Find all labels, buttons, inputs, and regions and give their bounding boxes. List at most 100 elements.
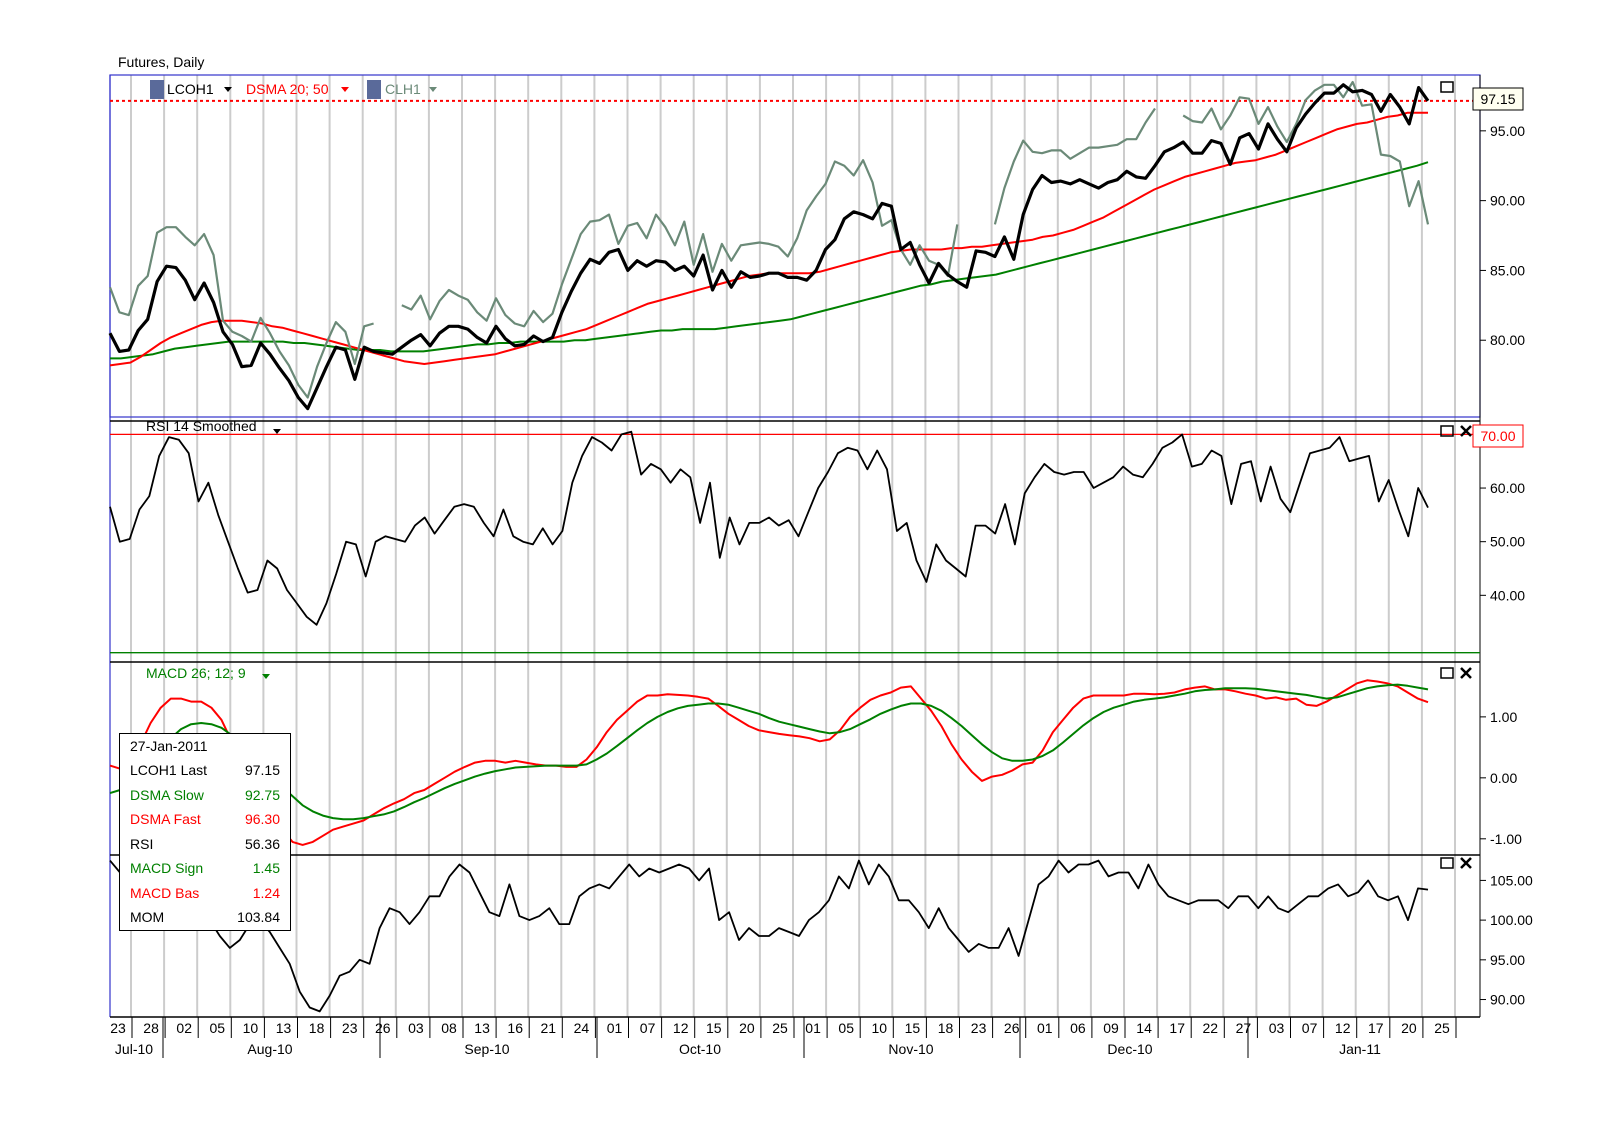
date-tick-label: 23 [110, 1020, 126, 1036]
date-tick-label: 23 [342, 1020, 358, 1036]
date-tick-label: 03 [408, 1020, 424, 1036]
data-window-date: 27-Jan-2011 [130, 738, 208, 754]
y-tick-label: 60.00 [1490, 480, 1525, 496]
date-tick-label: 17 [1169, 1020, 1185, 1036]
date-tick-label: 26 [1004, 1020, 1020, 1036]
row-value: 92.75 [244, 786, 280, 803]
date-tick-label: 17 [1368, 1020, 1384, 1036]
series-mom [109, 855, 1429, 1013]
date-tick-label: 05 [210, 1020, 226, 1036]
row-value: 96.30 [244, 811, 280, 827]
month-label: Jan-11 [1339, 1041, 1381, 1057]
close-icon[interactable] [1460, 857, 1472, 869]
rsi-level-value: 70.00 [1480, 428, 1515, 444]
date-tick-label: 27 [1236, 1020, 1252, 1036]
panel-borders [109, 74, 1481, 1018]
y-tick-label: 0.00 [1490, 770, 1517, 786]
last-value: 97.15 [1480, 91, 1515, 107]
y-tick-label: 100.00 [1490, 912, 1533, 928]
data-window-row: DSMA Slow 92.75 [120, 783, 290, 808]
rsi-level-tag [1472, 424, 1524, 448]
y-tick-label: 85.00 [1490, 262, 1525, 278]
rsi-title[interactable]: RSI 14 Smoothed [146, 418, 257, 434]
date-tick-label: 15 [905, 1020, 921, 1036]
date-tick-label: 23 [971, 1020, 987, 1036]
month-label: Oct-10 [679, 1041, 721, 1057]
date-tick-label: 12 [673, 1020, 689, 1036]
data-window-row: MACD Sign 1.45 [120, 856, 290, 881]
date-tick-label: 13 [474, 1020, 490, 1036]
row-label: DSMA Slow [130, 786, 204, 803]
close-icon[interactable] [1460, 425, 1472, 437]
row-label: LCOH1 Last [130, 762, 208, 778]
date-tick-label: 18 [309, 1020, 325, 1036]
date-tick-label: 25 [772, 1020, 788, 1036]
row-value: 103.84 [237, 909, 280, 925]
row-value: 1.24 [252, 884, 280, 901]
maximize-icon[interactable] [1440, 857, 1454, 869]
month-label: Dec-10 [1107, 1041, 1152, 1057]
series-icon[interactable] [367, 80, 381, 99]
data-window-row: LCOH1 Last 97.15 [120, 758, 290, 783]
vertical-grid [130, 75, 1456, 1017]
last-value-tag [1472, 87, 1524, 111]
price-panel-frame [109, 74, 1481, 418]
date-tick-label: 20 [739, 1020, 755, 1036]
y-tick-label: 50.00 [1490, 534, 1525, 550]
date-tick-label: 24 [574, 1020, 590, 1036]
date-tick-label: 05 [838, 1020, 854, 1036]
maximize-icon[interactable] [1440, 81, 1454, 93]
y-tick-label: 95.00 [1490, 952, 1525, 968]
maximize-icon[interactable] [1440, 425, 1454, 437]
indicator-levels [110, 99, 1480, 654]
date-tick-label: 10 [243, 1020, 259, 1036]
y-tick-label: -1.00 [1490, 831, 1522, 847]
legend-dsma[interactable]: DSMA 20; 50 [246, 81, 329, 97]
series-dsma-50 [110, 161, 1429, 360]
date-tick-label: 01 [607, 1020, 623, 1036]
date-tick-label: 22 [1203, 1020, 1219, 1036]
date-axis: 23 28 02 05 10 13 18 23 26 03 08 13 16 21 24 01 07 12 15 20… [110, 1017, 1457, 1058]
data-window-row: MOM 103.84 [120, 905, 290, 930]
date-tick-label: 06 [1070, 1020, 1086, 1036]
date-tick-label: 14 [1136, 1020, 1152, 1036]
row-value: 56.36 [244, 835, 280, 852]
series-icon[interactable] [150, 80, 164, 99]
series-macd-sign [109, 683, 1429, 821]
date-tick-label: 28 [143, 1020, 159, 1036]
legend-lcoh1[interactable]: LCOH1 [167, 81, 214, 97]
date-tick-label: 20 [1401, 1020, 1417, 1036]
series-clh1 [108, 80, 1430, 399]
maximize-icon[interactable] [1440, 667, 1454, 679]
series-dsma-20 [109, 111, 1428, 367]
month-label: Sep-10 [464, 1041, 509, 1057]
dropdown-icon[interactable] [429, 87, 437, 92]
series-rsi-14-smoothed [109, 430, 1429, 626]
date-tick-label: 10 [872, 1020, 888, 1036]
dropdown-icon[interactable] [224, 87, 232, 92]
y-tick-label: 80.00 [1490, 332, 1525, 348]
legend-clh1[interactable]: CLH1 [385, 81, 421, 97]
date-tick-label: 07 [640, 1020, 656, 1036]
date-tick-label: 25 [1434, 1020, 1450, 1036]
y-tick-label: 90.00 [1490, 992, 1525, 1008]
date-tick-label: 26 [375, 1020, 391, 1036]
data-window-row: RSI 56.36 [120, 832, 290, 857]
date-tick-label: 03 [1269, 1020, 1285, 1036]
close-icon[interactable] [1460, 667, 1472, 679]
y-tick-label: 90.00 [1490, 193, 1525, 209]
date-tick-label: 15 [706, 1020, 722, 1036]
y-axis-labels: 95.00 90.00 85.00 80.00 60.00 50.00 40.00 1.00 0… [1480, 123, 1533, 1008]
row-value: 97.15 [244, 762, 280, 778]
y-tick-label: 95.00 [1490, 123, 1525, 139]
data-window: 27-Jan-2011 LCOH1 Last 97.15 DSMA Slow 92.… [119, 733, 291, 931]
series-macd-bas [109, 679, 1429, 846]
y-tick-label: 40.00 [1490, 587, 1525, 603]
date-tick-label: 07 [1302, 1020, 1318, 1036]
dropdown-icon[interactable] [273, 429, 281, 434]
dropdown-icon[interactable] [341, 87, 349, 92]
y-tick-label: 1.00 [1490, 709, 1517, 725]
macd-title[interactable]: MACD 26; 12; 9 [146, 665, 246, 681]
dropdown-icon[interactable] [262, 674, 270, 679]
